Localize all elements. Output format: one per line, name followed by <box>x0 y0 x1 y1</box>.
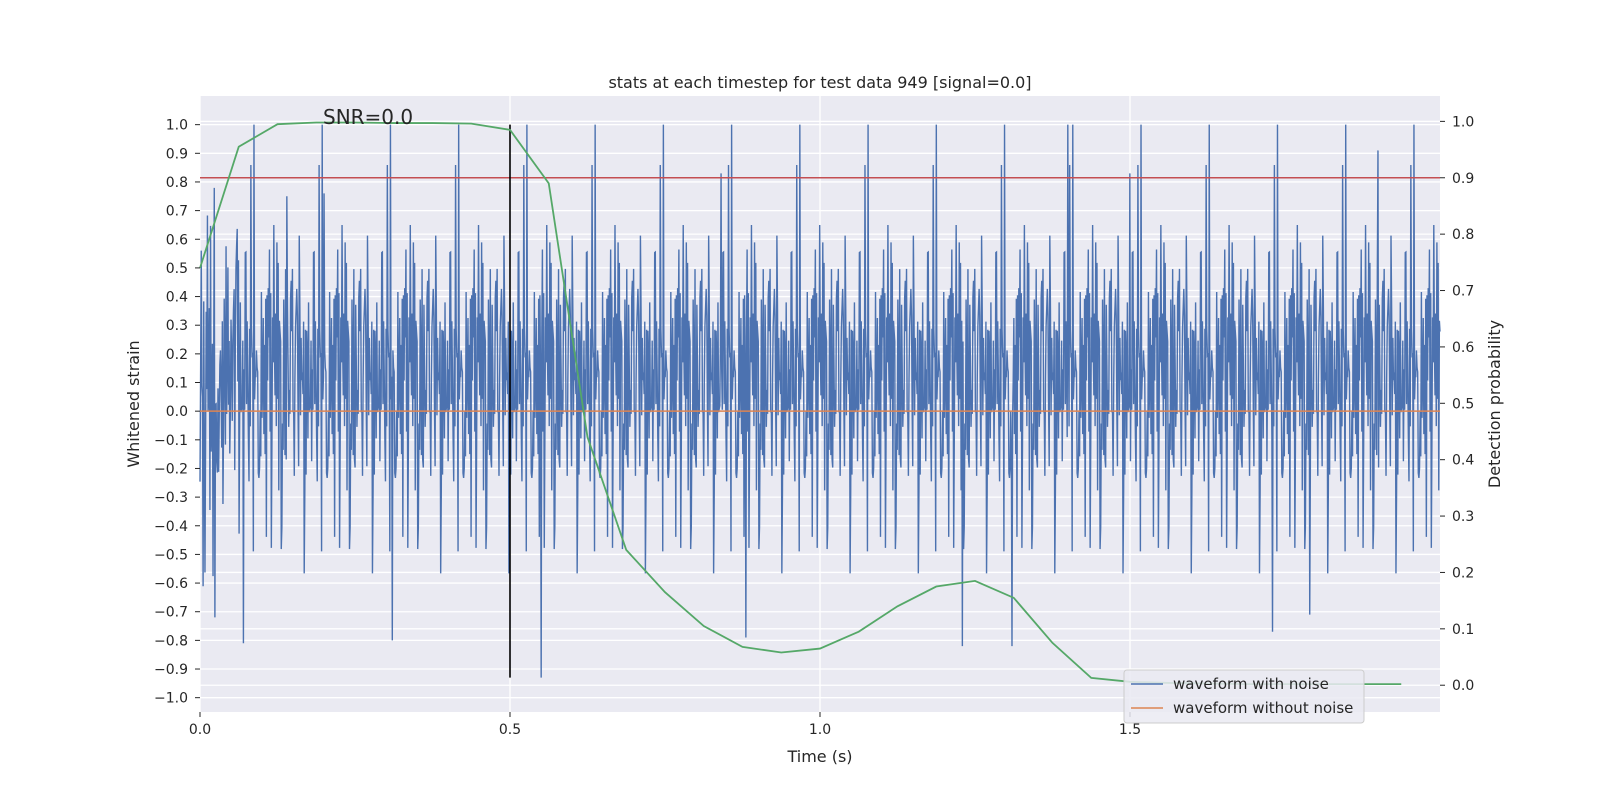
y2-tick-label: 0.7 <box>1452 284 1474 300</box>
y-tick-label: −0.7 <box>154 605 188 621</box>
y2-axis-label: Detection probability <box>1485 320 1504 488</box>
y-tick-label: −0.9 <box>154 662 188 678</box>
y2-tick-label: 0.1 <box>1452 622 1474 638</box>
y-tick-label: 0.4 <box>166 290 188 306</box>
y-tick-label: −0.1 <box>154 433 188 449</box>
y-tick-label: 0.3 <box>166 318 188 334</box>
x-tick-label: 0.0 <box>189 722 211 738</box>
x-axis-label: Time (s) <box>786 747 852 766</box>
y-tick-label: 0.9 <box>166 146 188 162</box>
x-tick-label: 1.0 <box>809 722 831 738</box>
y-tick-label: 0.7 <box>166 204 188 220</box>
y-tick-label: 0.8 <box>166 175 188 191</box>
y-tick-label: 0.1 <box>166 376 188 392</box>
y-tick-label: 0.0 <box>166 404 188 420</box>
y-tick-label: 0.6 <box>166 232 188 248</box>
y-tick-label: −0.8 <box>154 633 188 649</box>
y-tick-label: −0.6 <box>154 576 188 592</box>
y-tick-label: 1.0 <box>166 118 188 134</box>
axis-ticks: 0.0 0.5 1.0 1.5 1.0 0.9 0.8 0.7 0.6 0.5 0.4 0.3 0.2 0… <box>154 114 1474 738</box>
y-tick-label: 0.5 <box>166 261 188 277</box>
series-waveform-with-noise <box>199 124 1441 678</box>
y2-tick-label: 0.4 <box>1452 453 1474 469</box>
y2-tick-label: 1.0 <box>1452 114 1474 130</box>
y-tick-label: −0.5 <box>154 547 188 563</box>
legend: waveform with noise waveform without noi… <box>1123 669 1365 724</box>
legend-label-waveform-without-noise: waveform without noise <box>1173 699 1353 717</box>
y2-tick-label: 0.2 <box>1452 565 1474 581</box>
snr-annotation: SNR=0.0 <box>323 105 413 129</box>
y2-tick-label: 0.9 <box>1452 171 1474 187</box>
y2-tick-label: 0.3 <box>1452 509 1474 525</box>
y-tick-label: 0.2 <box>166 347 188 363</box>
x-tick-label: 1.5 <box>1119 722 1141 738</box>
legend-box <box>1123 669 1365 724</box>
y-tick-label: −0.4 <box>154 519 188 535</box>
y-tick-label: −0.2 <box>154 461 188 477</box>
y-tick-label: −1.0 <box>154 691 188 707</box>
y2-tick-label: 0.6 <box>1452 340 1474 356</box>
y-tick-label: −0.3 <box>154 490 188 506</box>
y2-tick-label: 0.5 <box>1452 396 1474 412</box>
legend-label-waveform-with-noise: waveform with noise <box>1173 675 1329 693</box>
y2-tick-label: 0.8 <box>1452 227 1474 243</box>
x-tick-label: 0.5 <box>499 722 521 738</box>
chart-title: stats at each timestep for test data 949… <box>608 73 1031 92</box>
y2-tick-label: 0.0 <box>1452 678 1474 694</box>
y-axis-label: Whitened strain <box>124 340 143 467</box>
